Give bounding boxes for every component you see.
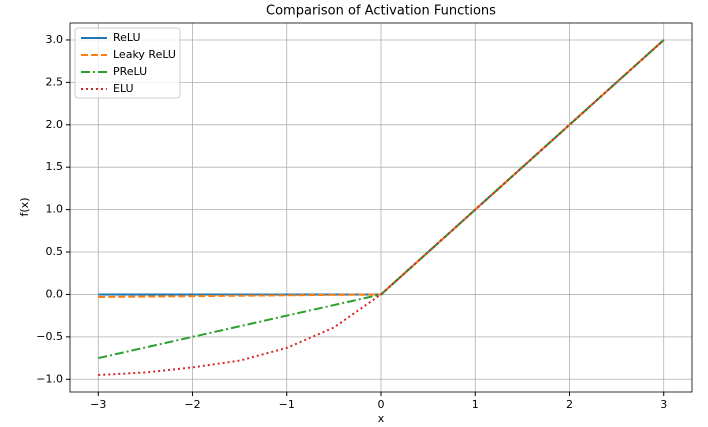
x-tick-label: 0 xyxy=(378,398,385,411)
y-tick-label: 2.5 xyxy=(46,75,64,88)
x-axis-label: x xyxy=(378,412,385,425)
series-line xyxy=(98,39,665,377)
y-tick-label: 0.0 xyxy=(46,287,64,300)
legend-label: Leaky ReLU xyxy=(113,48,176,61)
x-tick-label: 3 xyxy=(660,398,667,411)
legend-box xyxy=(74,27,181,99)
legend-label: PReLU xyxy=(113,65,147,78)
chart-title: Comparison of Activation Functions xyxy=(266,4,496,19)
y-tick-label: −0.5 xyxy=(36,330,63,343)
y-axis-label: f(x) xyxy=(18,198,31,217)
y-tick-label: 1.5 xyxy=(46,160,64,173)
x-tick-label: 1 xyxy=(472,398,479,411)
y-tick-label: −1.0 xyxy=(36,372,63,385)
y-tick-label: 1.0 xyxy=(46,203,64,216)
y-tick-label: 2.0 xyxy=(46,118,64,131)
y-tick-label: 0.5 xyxy=(46,245,64,258)
legend-label: ReLU xyxy=(113,31,141,44)
x-tick-label: −3 xyxy=(90,398,106,411)
legend-label: ELU xyxy=(113,82,134,95)
x-tick-label: 2 xyxy=(566,398,573,411)
x-tick-label: −2 xyxy=(184,398,200,411)
y-tick-label: 3.0 xyxy=(46,33,64,46)
x-tick-label: −1 xyxy=(279,398,295,411)
plot-frame xyxy=(69,22,693,393)
